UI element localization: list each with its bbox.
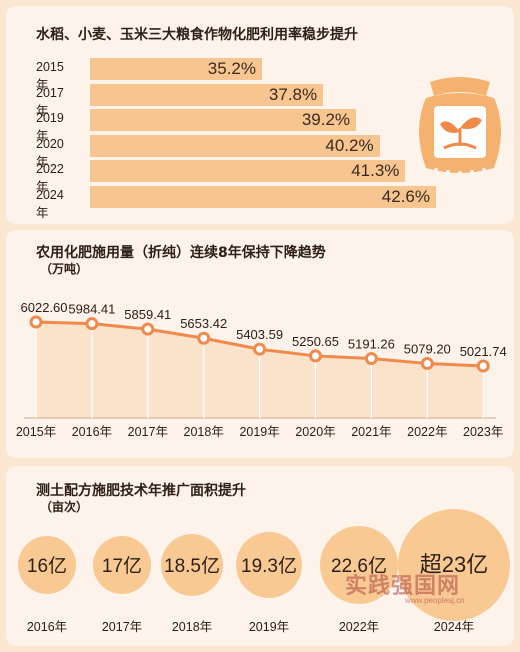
bubble bbox=[320, 526, 398, 604]
bar bbox=[90, 160, 406, 183]
bar-category-label: 2022年 bbox=[36, 162, 64, 195]
bubble-year-label: 2018年 bbox=[172, 620, 212, 634]
bubble-value-label: 16亿 bbox=[27, 555, 67, 577]
data-point bbox=[141, 322, 155, 336]
bubble bbox=[236, 532, 302, 598]
promotion-area-bubble-chart: 16亿 2016年 17亿 2017年 18.5亿 2018年 19.3亿 2019年 22.6… bbox=[18, 509, 510, 634]
bubble bbox=[398, 509, 510, 621]
x-tick-label: 2022年 bbox=[407, 425, 447, 439]
bar-category-label: 2017年 bbox=[36, 85, 64, 118]
x-tick-label: 2015年 bbox=[16, 425, 56, 439]
panel2-unit: （万吨） bbox=[40, 262, 89, 276]
bar-value-label: 35.2% bbox=[207, 59, 256, 78]
bar-category-label: 2015年 bbox=[36, 60, 64, 92]
data-point bbox=[309, 349, 322, 363]
bar-value-label: 40.2% bbox=[325, 135, 374, 155]
data-point bbox=[29, 315, 43, 329]
bubble bbox=[18, 536, 76, 594]
bubble-value-label: 17亿 bbox=[102, 555, 142, 577]
data-point bbox=[197, 331, 211, 345]
panel3-unit: （亩次） bbox=[40, 500, 89, 514]
data-point bbox=[253, 342, 267, 356]
data-point bbox=[85, 317, 99, 331]
bubble bbox=[93, 536, 151, 594]
soil-testing-panel: 测土配方施肥技术年推广面积提升 （亩次） 16亿 2016年 17亿 2017年 18.… bbox=[6, 466, 514, 646]
bar-category-label: 2020年 bbox=[36, 136, 64, 169]
panel1-title: 水稻、小麦、玉米三大粮食作物化肥利用率稳步提升 bbox=[36, 27, 358, 43]
data-point bbox=[420, 356, 434, 370]
data-label: 5859.41 bbox=[124, 307, 171, 322]
data-point bbox=[476, 359, 490, 373]
bubble-value-label: 22.6亿 bbox=[331, 555, 387, 577]
fertilizer-bag-sprout-icon bbox=[419, 77, 501, 175]
fertilizer-utilization-panel: 水稻、小麦、玉米三大粮食作物化肥利用率稳步提升 2015年 35.2% 2017年 3… bbox=[6, 6, 514, 224]
bubble-year-label: 2016年 bbox=[27, 620, 67, 634]
data-label: 5079.20 bbox=[404, 341, 451, 356]
bubble-value-label: 19.3亿 bbox=[241, 555, 297, 577]
bar bbox=[90, 186, 436, 208]
panel2-title: 农用化肥施用量（折纯）连续8年保持下降趋势 bbox=[36, 245, 326, 261]
watermark-url: www.peoplesj.cn bbox=[405, 596, 465, 605]
data-label: 5403.59 bbox=[236, 327, 283, 342]
watermark-text: 实践强国网 bbox=[345, 574, 461, 599]
bar bbox=[90, 83, 324, 106]
bubble bbox=[161, 534, 223, 596]
bubble-year-label: 2017年 bbox=[102, 620, 142, 634]
x-tick-label: 2023年 bbox=[463, 425, 503, 439]
fertilizer-usage-panel: 农用化肥施用量（折纯）连续8年保持下降趋势 （万吨） 6022.60 2015年 5… bbox=[6, 230, 514, 458]
bar bbox=[90, 109, 357, 132]
bar-value-label: 37.8% bbox=[268, 84, 318, 104]
x-tick-label: 2020年 bbox=[295, 425, 335, 439]
data-label: 6022.60 bbox=[21, 300, 68, 315]
bubble-year-label: 2019年 bbox=[249, 620, 289, 634]
panel3-title: 测土配方施肥技术年推广面积提升 bbox=[36, 483, 246, 499]
bar-category-label: 2019年 bbox=[36, 111, 64, 144]
bubble-year-label: 2022年 bbox=[339, 620, 379, 634]
watermark: 实践强国网 www.peoplesj.cn bbox=[345, 568, 505, 620]
bar bbox=[90, 58, 262, 80]
x-tick-label: 2019年 bbox=[239, 425, 279, 439]
x-tick-label: 2016年 bbox=[72, 425, 112, 439]
bar-value-label: 41.3% bbox=[351, 161, 400, 181]
x-tick-label: 2018年 bbox=[184, 425, 224, 439]
data-label: 5984.41 bbox=[68, 302, 115, 317]
bar bbox=[90, 134, 380, 157]
bar-category-label: 2024年 bbox=[36, 188, 64, 220]
bar-value-label: 42.6% bbox=[381, 187, 430, 206]
data-label: 5250.65 bbox=[292, 334, 339, 349]
data-label: 5653.42 bbox=[180, 316, 227, 331]
bubble-year-label: 2024年 bbox=[434, 620, 474, 634]
bubble-value-label: 18.5亿 bbox=[164, 555, 220, 577]
bubble-value-label: 超23亿 bbox=[420, 552, 488, 577]
data-point bbox=[364, 352, 378, 366]
data-label: 5021.74 bbox=[460, 344, 507, 359]
data-label: 5191.26 bbox=[348, 337, 395, 352]
x-tick-label: 2021年 bbox=[351, 425, 391, 439]
bar-value-label: 39.2% bbox=[301, 110, 351, 130]
fertilizer-usage-area-chart: 6022.60 2015年 5984.41 2016年 5859.41 2017年 5653… bbox=[16, 300, 507, 439]
x-tick-label: 2017年 bbox=[128, 425, 168, 439]
